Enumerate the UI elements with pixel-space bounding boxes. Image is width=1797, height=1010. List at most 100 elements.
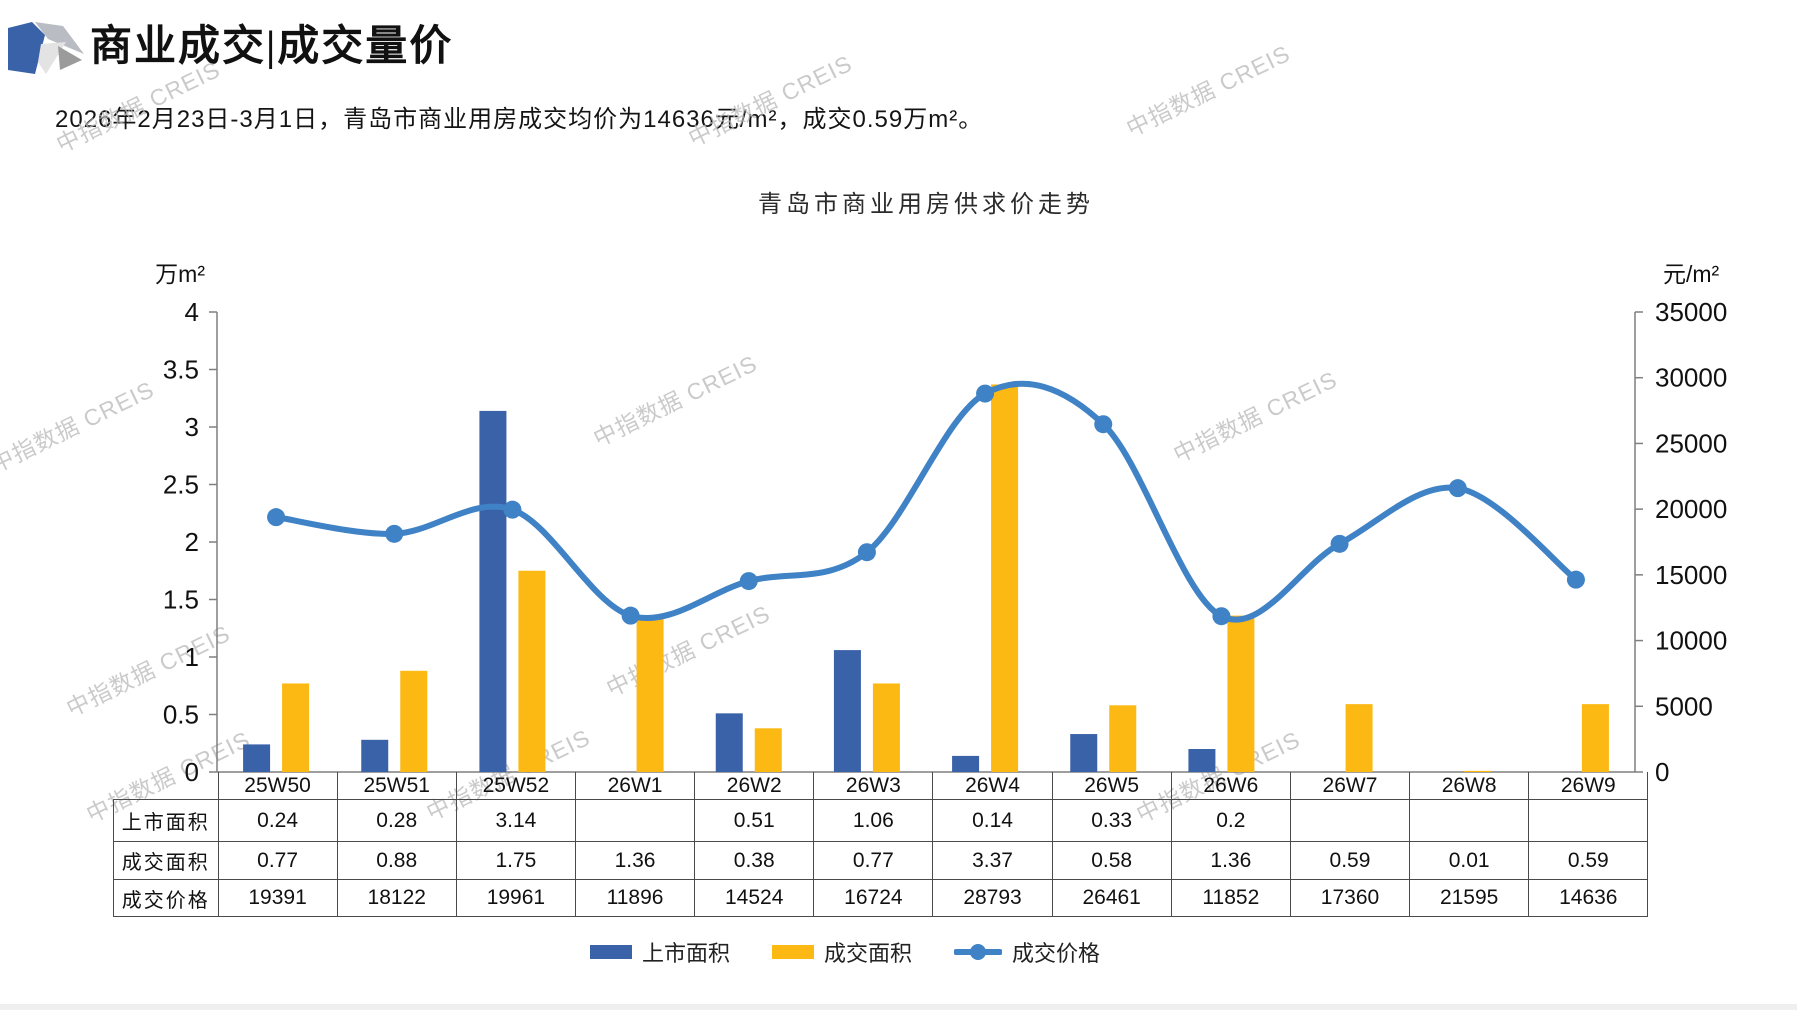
x-axis-category: 25W51 <box>336 772 457 800</box>
table-cell: 11896 <box>574 879 696 917</box>
legend-label: 成交面积 <box>823 941 912 966</box>
bar <box>872 683 900 772</box>
table-cell: 0.77 <box>813 841 934 880</box>
table-cell: 0.59 <box>1528 841 1649 880</box>
line-marker <box>1448 479 1467 498</box>
table-cell: 3.37 <box>932 841 1053 880</box>
table-cell <box>1409 799 1530 842</box>
svg-text:1.5: 1.5 <box>163 585 199 615</box>
bar-series-成交面积 <box>282 384 1609 772</box>
table-cell: 1.75 <box>455 841 576 880</box>
summary-text: 2026年2月23日-3月1日，青岛市商业用房成交均价为14636元/m²，成交… <box>55 106 984 133</box>
slide-bottom-strip <box>0 1004 1797 1010</box>
x-axis-category: 26W1 <box>574 772 696 800</box>
table-cell <box>574 799 696 842</box>
table-row: 上市面积 0.24 0.28 3.14 0.51 1.06 0.14 0.33 0.2 <box>113 799 1649 842</box>
table-cell: 0.33 <box>1051 799 1172 842</box>
svg-text:35000: 35000 <box>1655 297 1727 327</box>
line-marker <box>267 508 286 527</box>
bar-series-上市面积 <box>243 410 1216 772</box>
table-cell: 0.01 <box>1409 841 1530 880</box>
table-corner-blank <box>114 772 219 800</box>
table-cell: 0.38 <box>694 841 815 880</box>
table-cell: 1.06 <box>813 799 934 842</box>
bar <box>1188 749 1216 772</box>
bar <box>636 615 664 772</box>
svg-text:4: 4 <box>185 297 199 327</box>
legend-swatch-icon <box>771 945 814 959</box>
svg-text:30000: 30000 <box>1655 363 1727 393</box>
creis-logo-icon <box>8 22 84 74</box>
table-cell: 19391 <box>217 879 338 917</box>
table-cell: 0.59 <box>1289 841 1411 880</box>
line-marker <box>621 606 640 625</box>
svg-text:0: 0 <box>1655 757 1669 787</box>
line-marker <box>1566 570 1585 589</box>
table-cell: 16724 <box>813 879 934 917</box>
line-marker <box>857 543 876 562</box>
legend-item-成交面积: 成交面积 <box>771 936 912 968</box>
row-label: 上市面积 <box>113 799 219 842</box>
bar <box>479 410 507 772</box>
bar <box>715 713 743 772</box>
x-axis-category: 26W3 <box>813 772 934 800</box>
table-cell: 26461 <box>1051 879 1172 917</box>
x-axis-category: 25W50 <box>217 772 338 800</box>
x-axis-category: 26W2 <box>694 772 815 800</box>
row-label: 成交面积 <box>113 841 219 880</box>
line-marker <box>503 500 522 519</box>
legend-label: 上市面积 <box>641 941 730 966</box>
bar <box>754 728 782 772</box>
chart-data-table: 25W50 25W51 25W52 26W1 26W2 26W3 26W4 26W5 26W6 2… <box>113 772 1649 917</box>
table-cell: 14636 <box>1528 879 1649 917</box>
axes <box>216 312 1636 773</box>
line-marker <box>1094 415 1113 434</box>
line-marker <box>976 384 995 403</box>
table-cell: 0.58 <box>1051 841 1172 880</box>
right-axis-ticks: 0 5000 10000 15000 20000 25000 30000 35000 元/m² <box>1635 261 1727 787</box>
x-axis-category: 26W4 <box>932 772 1053 800</box>
line-series-成交价格 <box>267 380 1585 626</box>
legend-item-成交价格: 成交价格 <box>954 936 1100 968</box>
line-marker <box>1330 534 1349 553</box>
left-axis-ticks: 0 0.5 1 1.5 2 2.5 3 3.5 4 万m² <box>155 261 217 787</box>
svg-text:0: 0 <box>185 757 199 787</box>
x-axis-category: 25W52 <box>455 772 576 800</box>
table-row: 成交面积 0.77 0.88 1.75 1.36 0.38 0.77 3.37 0.58 1.36… <box>113 841 1649 880</box>
table-cell <box>1289 799 1411 842</box>
table-cell: 0.24 <box>217 799 338 842</box>
table-cell: 21595 <box>1409 879 1530 917</box>
x-axis-category: 26W8 <box>1409 772 1530 800</box>
table-cell: 1.36 <box>574 841 696 880</box>
svg-text:20000: 20000 <box>1655 494 1727 524</box>
x-axis-category: 26W5 <box>1051 772 1172 800</box>
table-cell: 11852 <box>1170 879 1291 917</box>
x-axis-category: 26W9 <box>1528 772 1649 800</box>
table-cell: 0.2 <box>1170 799 1291 842</box>
svg-text:25000: 25000 <box>1655 428 1727 458</box>
legend-item-上市面积: 上市面积 <box>589 936 730 968</box>
bar <box>1227 615 1255 772</box>
bar <box>400 670 428 772</box>
line-marker <box>385 524 404 543</box>
table-cell: 3.14 <box>455 799 576 842</box>
table-cell: 1.36 <box>1170 841 1291 880</box>
bar <box>1345 704 1373 772</box>
svg-text:10000: 10000 <box>1655 626 1727 656</box>
svg-text:3: 3 <box>185 412 199 442</box>
bar <box>518 570 546 772</box>
line-marker <box>739 572 758 591</box>
bar <box>243 744 271 772</box>
chart-title: 青岛市商业用房供求价走势 <box>758 191 1094 218</box>
right-axis-unit: 元/m² <box>1663 261 1720 287</box>
svg-text:5000: 5000 <box>1655 691 1713 721</box>
svg-text:15000: 15000 <box>1655 560 1727 590</box>
bar <box>833 650 861 772</box>
table-cell: 0.51 <box>694 799 815 842</box>
bar <box>1581 704 1609 772</box>
table-cell <box>1528 799 1649 842</box>
table-cell: 28793 <box>932 879 1053 917</box>
legend-swatch-icon <box>589 945 632 959</box>
bar <box>1070 734 1098 772</box>
